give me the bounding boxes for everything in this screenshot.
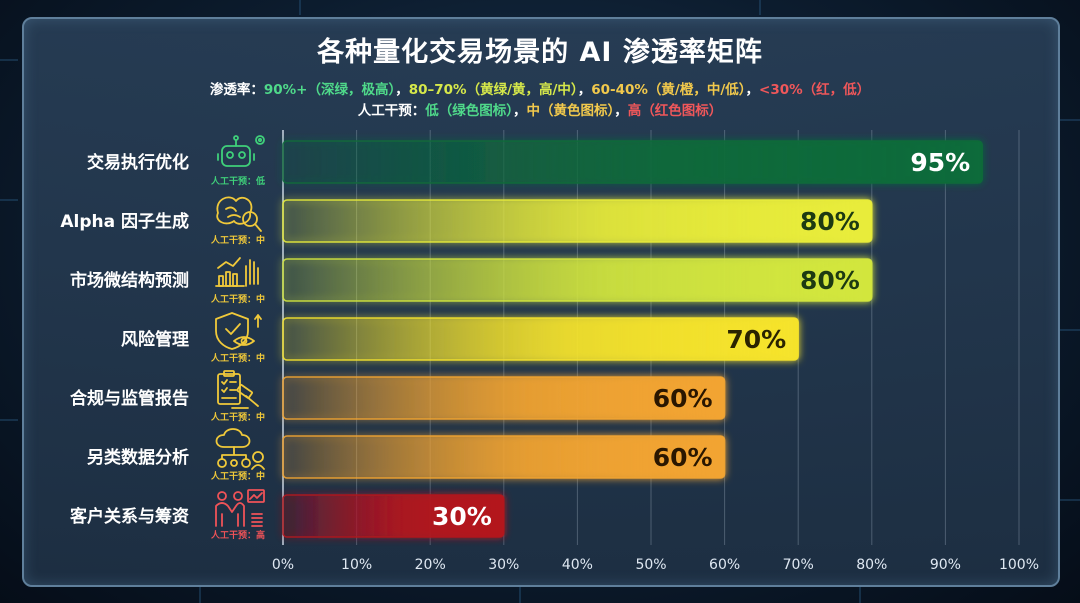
category-label: 市场微结构预测 <box>70 270 189 291</box>
legend-intervention-item: 高（红色图标） <box>627 103 723 119</box>
chart-hand-icon <box>215 257 259 287</box>
legend-penetration-item: 80–70%（黄绿/黄，高/中） <box>408 82 578 98</box>
bar-value-label: 30% <box>432 502 492 531</box>
bar-value-label: 80% <box>800 266 860 295</box>
legend-intervention-item: ， <box>614 103 628 119</box>
bar-value-label: 95% <box>910 148 970 177</box>
bar <box>282 199 873 243</box>
chart-panel <box>22 17 1060 587</box>
x-tick-label: 50% <box>635 557 666 573</box>
legend-penetration-item: ， <box>395 82 409 98</box>
x-tick-label: 20% <box>415 557 446 573</box>
category-label: 交易执行优化 <box>87 152 189 173</box>
x-tick-label: 30% <box>488 557 519 573</box>
robot-gear-icon <box>217 135 265 167</box>
clipboard-gavel-icon <box>217 370 259 409</box>
bar-value-label: 70% <box>726 325 786 354</box>
legend-intervention-item: 低（绿色图标） <box>425 103 513 119</box>
bar <box>282 376 726 420</box>
bar-value-label: 60% <box>653 384 713 413</box>
chart-title: 各种量化交易场景的 AI 渗透率矩阵 <box>317 37 763 68</box>
category-label: 合规与监管报告 <box>70 388 189 409</box>
legend-penetration-label: 渗透率： <box>209 82 264 98</box>
bar-value-label: 80% <box>800 207 860 236</box>
x-tick-label: 80% <box>856 557 887 573</box>
x-tick-label: 60% <box>709 557 740 573</box>
legend-intervention-label: 人工干预： <box>357 103 426 119</box>
intervention-label: 人工干预：低 <box>210 175 265 187</box>
bar <box>282 140 983 184</box>
bar-value-label: 60% <box>653 443 713 472</box>
legend-penetration-item: ， <box>745 82 760 98</box>
bar <box>282 317 799 361</box>
intervention-label: 人工干预：中 <box>210 411 265 423</box>
legend-intervention-item: 中（黄色图标） <box>526 103 615 119</box>
category-label: 另类数据分析 <box>87 447 189 468</box>
brain-magnifier-icon <box>216 196 262 232</box>
x-tick-label: 0% <box>272 557 294 573</box>
intervention-label: 人工干预：高 <box>210 529 265 541</box>
category-label: 客户关系与筹资 <box>69 506 189 527</box>
intervention-label: 人工干预：中 <box>210 470 265 482</box>
legend-penetration-item: <30%（红，低） <box>759 82 871 98</box>
x-tick-label: 100% <box>999 557 1039 573</box>
bar <box>282 435 726 479</box>
legend-intervention-items: 低（绿色图标），中（黄色图标），高（红色图标） <box>425 103 722 119</box>
people-handshake-icon <box>215 489 265 527</box>
intervention-label: 人工干预：中 <box>210 293 265 305</box>
category-label: Alpha 因子生成 <box>60 211 189 232</box>
legend-penetration-items: 90%+（深绿，极高），80–70%（黄绿/黄，高/中），60-40%（黄/橙，… <box>264 82 870 98</box>
legend-penetration-item: 90%+（深绿，极高） <box>263 82 396 98</box>
shield-eye-icon <box>215 312 262 350</box>
x-tick-label: 40% <box>562 557 593 573</box>
intervention-label: 人工干预：中 <box>210 352 265 364</box>
bar <box>282 494 505 538</box>
legend-intervention-item: ， <box>513 103 527 119</box>
legend-penetration: 渗透率：90%+（深绿，极高），80–70%（黄绿/黄，高/中），60-40%（… <box>0 78 1080 98</box>
legend-penetration-item: ， <box>577 82 592 98</box>
intervention-label: 人工干预：中 <box>210 234 265 246</box>
x-tick-label: 70% <box>783 557 814 573</box>
legend-intervention: 人工干预：低（绿色图标），中（黄色图标），高（红色图标） <box>0 99 1080 119</box>
cloud-network-icon <box>215 428 265 470</box>
bar <box>282 258 873 302</box>
x-tick-label: 90% <box>930 557 961 573</box>
category-label: 风险管理 <box>121 329 189 350</box>
x-tick-label: 10% <box>341 557 372 573</box>
legend-penetration-item: 60-40%（黄/橙，中/低） <box>591 82 746 98</box>
